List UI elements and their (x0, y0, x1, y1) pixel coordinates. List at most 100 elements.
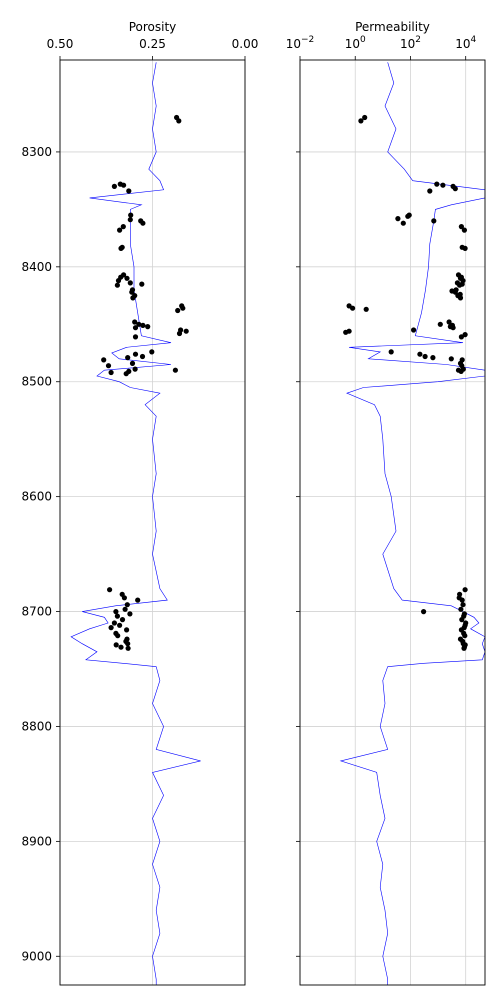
permeability-core-point (450, 325, 456, 331)
porosity-core-point (130, 295, 136, 301)
porosity-core-point (122, 606, 128, 612)
depth-tick-label: 8700 (21, 605, 52, 619)
porosity-core-point (127, 611, 133, 617)
porosity-core-point (108, 625, 114, 631)
porosity-core-point (115, 633, 121, 639)
porosity-core-point (129, 360, 136, 366)
permeability-x-tick-label: 10−2 (286, 35, 315, 51)
porosity-core-point (132, 334, 139, 340)
permeability-core-point (411, 327, 417, 333)
porosity-core-point (108, 369, 114, 376)
permeability-core-point (462, 633, 468, 639)
permeability-core-point (395, 216, 401, 222)
permeability-core-point (461, 645, 467, 651)
permeability-core-point (430, 355, 436, 361)
permeability-core-point (437, 321, 443, 327)
porosity-core-point (126, 188, 132, 194)
porosity-core-point (124, 627, 130, 633)
tick-exponent: −2 (301, 35, 314, 45)
permeability-core-point (457, 295, 464, 301)
permeability-core-point (458, 334, 464, 340)
permeability-core-point (417, 351, 423, 357)
permeability-core-point (400, 220, 406, 226)
permeability-core-point (452, 186, 458, 192)
depth-tick-label: 8500 (21, 375, 52, 389)
porosity-core-point (180, 305, 186, 311)
porosity-core-point (123, 371, 129, 377)
depth-tick-label: 8600 (21, 490, 52, 504)
porosity-log-curve (70, 62, 201, 985)
porosity-core-point (175, 307, 181, 314)
porosity-core-point (139, 353, 146, 360)
permeability-core-point (460, 602, 466, 608)
porosity-core-point (149, 349, 155, 355)
tick-exponent: 4 (470, 35, 476, 45)
tick-base: 10 (286, 37, 301, 51)
permeability-core-point (462, 587, 468, 593)
porosity-core-point (172, 367, 178, 373)
porosity-core-point (101, 357, 107, 363)
porosity-core-point (121, 182, 127, 188)
porosity-core-point (117, 227, 123, 233)
tick-exponent: 0 (360, 35, 366, 45)
tick-exponent: 2 (415, 35, 421, 45)
permeability-core-point (363, 306, 369, 312)
permeability-axis-title: Permeability (355, 20, 430, 34)
porosity-core-point (117, 622, 123, 628)
permeability-core-point (461, 227, 467, 233)
permeability-core-point (343, 329, 349, 335)
depth-tick-label: 9000 (21, 949, 52, 963)
permeability-core-point (350, 305, 356, 311)
porosity-core-point (125, 641, 131, 647)
porosity-core-point (121, 595, 127, 601)
depth-tick-label: 8800 (21, 719, 52, 733)
permeability-core-point (422, 353, 428, 360)
permeability-core-point (431, 218, 437, 224)
porosity-axes-frame (59, 59, 246, 986)
permeability-core-point (446, 319, 452, 325)
porosity-core-point (118, 644, 124, 650)
porosity-core-point (135, 597, 141, 603)
depth-tick-label: 8900 (21, 834, 52, 848)
permeability-x-tick-label: 100 (345, 35, 366, 51)
permeability-core-point (457, 282, 463, 288)
porosity-core-point (128, 212, 134, 218)
tick-base: 10 (345, 37, 360, 51)
porosity-core-point (113, 609, 119, 615)
porosity-core-point (129, 289, 135, 295)
porosity-core-point (132, 325, 139, 331)
porosity-core-point (118, 245, 124, 251)
porosity-core-point (176, 330, 183, 337)
porosity-core-point (132, 319, 138, 325)
porosity-core-point (127, 280, 133, 286)
permeability-x-tick-label: 102 (400, 35, 421, 51)
permeability-core-point (388, 349, 394, 355)
porosity-core-point (132, 366, 138, 372)
permeability-core-point (462, 245, 468, 251)
porosity-x-tick-label: 0.50 (47, 37, 74, 51)
porosity-core-point (107, 587, 113, 593)
porosity-core-point (125, 355, 131, 361)
porosity-core-point (132, 351, 139, 357)
porosity-core-point (124, 275, 130, 281)
permeability-core-point (458, 606, 464, 612)
porosity-core-point (119, 617, 126, 623)
tick-base: 10 (455, 37, 470, 51)
permeability-core-point (427, 188, 433, 194)
porosity-core-point (127, 217, 133, 223)
permeability-core-point (421, 609, 427, 615)
permeability-core-point (459, 597, 465, 603)
porosity-core-point (114, 282, 120, 288)
porosity-core-point (140, 220, 146, 226)
permeability-x-tick-label: 104 (455, 35, 476, 51)
porosity-core-point (176, 118, 182, 124)
permeability-log-curve (339, 62, 485, 985)
depth-tick-label: 8300 (21, 145, 52, 159)
porosity-core-point (136, 321, 142, 327)
permeability-core-point (458, 368, 464, 374)
porosity-core-point (114, 613, 120, 619)
permeability-core-point (405, 213, 411, 219)
porosity-core-point (105, 363, 112, 369)
porosity-panel: 8300 8400 8500 8600 8700 8800 8900 9000 0.50 0.25… (21, 20, 258, 986)
